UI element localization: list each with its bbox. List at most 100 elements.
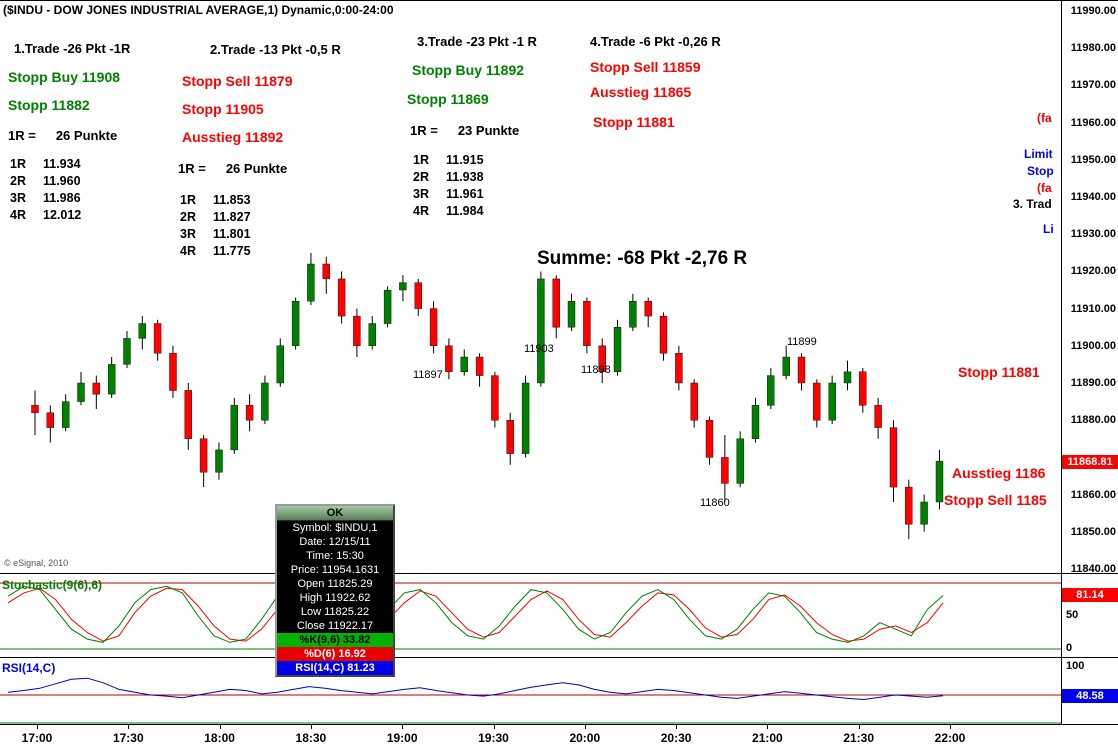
trade1-level-row: 2R 11.960 — [10, 174, 81, 188]
candle-up — [935, 460, 944, 503]
price-axis-label: 11960.00 — [1070, 116, 1116, 129]
level-label: 1R — [10, 157, 26, 171]
price-axis-line — [1061, 1, 1062, 724]
time-axis-label: 21:00 — [752, 731, 783, 745]
time-axis-tick — [858, 725, 860, 729]
stochastic-d-line — [7, 587, 944, 642]
edge-annotation: (fa — [1037, 111, 1052, 125]
price-axis-label: 11860.00 — [1070, 488, 1116, 501]
time-axis-label: 21:30 — [843, 731, 875, 745]
level-value: 11.801 — [213, 227, 251, 241]
candle-down — [889, 427, 898, 488]
candle-up — [399, 282, 407, 291]
time-axis-label: 20:00 — [569, 731, 601, 745]
price-axis[interactable]: 11990.00 11980.00 11970.00 11960.00 11950.00… — [1062, 1, 1118, 724]
candle-up — [276, 345, 284, 384]
trade2-level-row: 1R 11.853 — [180, 193, 251, 207]
candle-up — [920, 501, 928, 525]
stochastic-scale-50: 50 — [1066, 609, 1079, 621]
rsi-canvas[interactable] — [0, 659, 1061, 724]
trade1-level-row: 3R 11.986 — [10, 191, 81, 205]
stochastic-label: Stochastic(9(6),6) — [2, 578, 103, 592]
candle-up — [123, 338, 131, 365]
bar-label: 11903 — [524, 343, 554, 355]
trade1-level-row: 4R 12.012 — [10, 208, 81, 222]
panel-separator — [0, 657, 1118, 658]
ok-button[interactable]: OK — [277, 506, 393, 521]
candle-down — [690, 382, 698, 421]
popup-close: Close 11922.17 — [296, 620, 374, 632]
data-window-popup[interactable]: OK Symbol: $INDU,1 Date: 12/15/11 Time: … — [275, 504, 395, 677]
candle-down — [245, 405, 254, 421]
candle-up — [736, 438, 744, 484]
edge-annotation-trade: 3. Trad — [1013, 197, 1052, 211]
risk-value: 23 Punkte — [457, 123, 520, 138]
level-value: 11.986 — [43, 191, 81, 205]
candle-down — [153, 323, 162, 354]
trade2-risk: 1R = 26 Punkte — [178, 161, 287, 176]
candle-up — [629, 301, 637, 328]
level-label: 1R — [180, 193, 196, 207]
candle-up — [291, 301, 300, 347]
stochastic-scale-0: 0 — [1066, 642, 1073, 654]
candle-up — [107, 364, 116, 395]
candle-down — [598, 345, 606, 372]
time-axis[interactable]: 17:00 17:30 18:00 18:30 19:00 19:30 20:00 20:30… — [0, 725, 1118, 753]
popup-time: Time: 15:30 — [306, 550, 364, 562]
candle-down — [445, 345, 453, 372]
price-axis-label: 11890.00 — [1070, 377, 1116, 389]
trade1-risk: 1R = 26 Punkte — [8, 128, 117, 143]
popup-high: High 11922.62 — [299, 592, 371, 604]
candle-up — [751, 405, 760, 439]
popup-price: Price: 11954.1631 — [290, 564, 380, 576]
trade3-level-row: 1R 11.915 — [413, 153, 484, 167]
candle-down — [859, 371, 867, 406]
trade4-exit: Ausstieg 11865 — [590, 84, 692, 100]
candle-up — [460, 356, 468, 373]
time-axis-tick — [950, 725, 951, 729]
right-annotation-stop: Stopp 11881 — [958, 364, 1040, 380]
risk-label: 1R = — [8, 128, 36, 143]
edge-annotation-li: Li — [1043, 222, 1054, 236]
risk-value: 26 Punkte — [225, 161, 288, 176]
trade2-level-row: 3R 11.801 — [180, 227, 251, 241]
time-axis-tick — [402, 725, 404, 729]
chart-title: ($INDU - DOW JONES INDUSTRIAL AVERAGE,1)… — [3, 3, 394, 17]
level-value: 11.960 — [43, 174, 81, 188]
time-axis-tick — [219, 725, 221, 729]
last-price-box: 11868.81 — [1062, 455, 1118, 469]
candle-down — [552, 278, 560, 328]
candle-up — [230, 405, 239, 451]
trade3-stop: Stopp 11869 — [407, 91, 489, 107]
candle-up — [261, 382, 269, 421]
time-axis-label: 22:00 — [934, 731, 966, 745]
edge-annotation-limit: Limit — [1024, 147, 1053, 161]
risk-value: 26 Punkte — [55, 128, 118, 143]
popup-rsi: RSI(14,C) 81.23 — [277, 661, 393, 675]
level-label: 3R — [180, 227, 196, 241]
candlestick-canvas[interactable] — [0, 19, 1061, 573]
trade3-risk: 1R = 23 Punkte — [410, 123, 519, 138]
time-axis-label: 19:30 — [478, 731, 509, 745]
trade2-level-row: 4R 11.775 — [180, 244, 251, 258]
candle-down — [874, 405, 882, 428]
trade4-heading: 4.Trade -6 Pkt -0,26 R — [590, 34, 721, 49]
level-label: 1R — [413, 153, 429, 167]
candle-up — [215, 449, 223, 473]
stochastic-canvas[interactable] — [0, 574, 1061, 657]
rsi-line — [7, 677, 944, 701]
candle-down — [905, 486, 913, 525]
level-label: 2R — [10, 174, 26, 188]
level-value: 11.775 — [213, 244, 251, 258]
candle-up — [782, 356, 790, 376]
candle-down — [797, 356, 806, 384]
popup-open: Open 11825.29 — [297, 578, 373, 590]
trade3-level-row: 4R 11.984 — [413, 204, 484, 218]
level-value: 11.827 — [213, 210, 251, 224]
summary-text: Summe: -68 Pkt -2,76 R — [537, 248, 748, 269]
candle-down — [644, 301, 652, 317]
candle-up — [567, 301, 576, 328]
candle-down — [429, 308, 438, 347]
candle-down — [169, 353, 177, 391]
